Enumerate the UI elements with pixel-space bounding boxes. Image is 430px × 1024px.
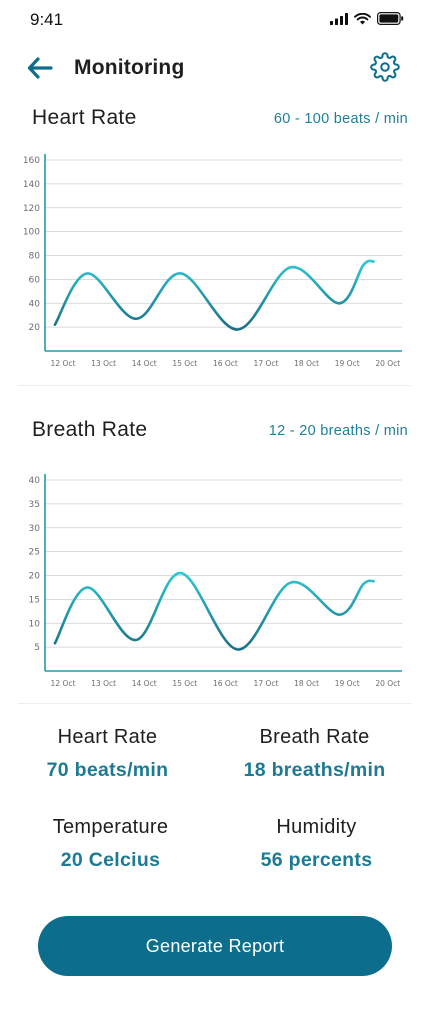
heart-rate-chart: 20 40 60 80 100 120 140 160 12 Oct 13 Oct 14 Oct 15… <box>0 150 430 375</box>
stat-humidity: Humidity 56 percents <box>209 816 424 872</box>
stat-value: 56 percents <box>260 849 373 871</box>
y-tick-label: 160 <box>23 156 40 166</box>
battery-icon <box>377 12 404 25</box>
y-tick-label: 100 <box>23 228 40 238</box>
y-tick-label: 40 <box>29 476 41 486</box>
page-title: Monitoring <box>74 56 185 79</box>
y-tick-label: 40 <box>29 299 41 309</box>
x-tick-label: 18 Oct <box>294 359 319 368</box>
series-line <box>53 259 375 331</box>
x-tick-label: 15 Oct <box>172 359 197 368</box>
x-tick-label: 16 Oct <box>213 679 238 688</box>
stat-value: 18 breaths/min <box>243 759 386 781</box>
x-tick-label: 19 Oct <box>335 679 360 688</box>
stat-temperature: Temperature 20 Celcius <box>3 816 218 872</box>
x-tick-label: 19 Oct <box>335 359 360 368</box>
heart-rate-range: 60 - 100 beats / min <box>273 111 408 127</box>
y-tick-label: 20 <box>29 323 41 333</box>
x-tick-label: 12 Oct <box>51 359 76 368</box>
arrow-left-icon <box>27 57 53 79</box>
y-tick-label: 15 <box>29 595 40 605</box>
breath-rate-range: 12 - 20 breaths / min <box>268 423 408 439</box>
stat-value: 70 beats/min <box>46 759 169 781</box>
cellular-signal-icon <box>330 12 348 25</box>
x-tick-label: 17 Oct <box>254 679 279 688</box>
generate-report-button[interactable]: Generate Report <box>38 916 392 976</box>
settings-button[interactable] <box>368 50 402 84</box>
stat-label: Temperature <box>52 816 169 838</box>
stat-heart-rate: Heart Rate 70 beats/min <box>0 726 215 782</box>
section-divider <box>18 385 412 386</box>
stat-label: Humidity <box>276 816 357 838</box>
status-icons <box>330 12 404 25</box>
status-time: 9:41 <box>30 10 64 29</box>
stat-breath-rate: Breath Rate 18 breaths/min <box>207 726 422 782</box>
series-line <box>53 571 375 651</box>
x-tick-label: 14 Oct <box>132 679 157 688</box>
status-bar: 9:41 <box>0 0 430 40</box>
gear-icon <box>370 52 400 82</box>
x-tick-label: 20 Oct <box>375 679 400 688</box>
app-header: Monitoring <box>0 48 430 88</box>
heart-rate-title: Heart Rate <box>32 106 137 129</box>
y-tick-label: 120 <box>23 204 40 214</box>
y-tick-label: 60 <box>29 275 41 285</box>
x-tick-label: 15 Oct <box>172 679 197 688</box>
x-tick-label: 13 Oct <box>91 679 116 688</box>
y-tick-label: 10 <box>29 619 41 629</box>
x-tick-label: 17 Oct <box>254 359 279 368</box>
x-tick-label: 13 Oct <box>91 359 116 368</box>
back-button[interactable] <box>24 52 56 84</box>
stat-label: Heart Rate <box>57 726 158 748</box>
breath-rate-chart-svg: 5 10 15 20 25 30 35 40 12 Oct 13 Oct 14 Oct 15 Oct 1… <box>29 474 402 688</box>
y-tick-label: 20 <box>29 572 41 582</box>
x-tick-label: 18 Oct <box>294 679 319 688</box>
x-tick-label: 12 Oct <box>51 679 76 688</box>
wifi-icon <box>354 12 371 24</box>
y-tick-label: 5 <box>34 643 40 653</box>
breath-rate-title: Breath Rate <box>32 418 148 441</box>
x-tick-label: 16 Oct <box>213 359 238 368</box>
y-tick-label: 25 <box>29 548 40 558</box>
y-tick-label: 30 <box>29 524 41 534</box>
y-tick-label: 140 <box>23 180 40 190</box>
y-tick-label: 80 <box>29 252 41 262</box>
section-divider <box>18 703 412 704</box>
breath-rate-chart: 5 10 15 20 25 30 35 40 12 Oct 13 Oct 14 Oct 15 Oct 1… <box>0 470 430 695</box>
y-tick-label: 35 <box>29 500 40 510</box>
x-tick-label: 20 Oct <box>375 359 400 368</box>
stat-label: Breath Rate <box>259 726 370 748</box>
heart-rate-chart-svg: 20 40 60 80 100 120 140 160 12 Oct 13 Oct 14 Oct 15… <box>23 154 402 368</box>
x-tick-label: 14 Oct <box>132 359 157 368</box>
stat-value: 20 Celcius <box>60 849 161 871</box>
